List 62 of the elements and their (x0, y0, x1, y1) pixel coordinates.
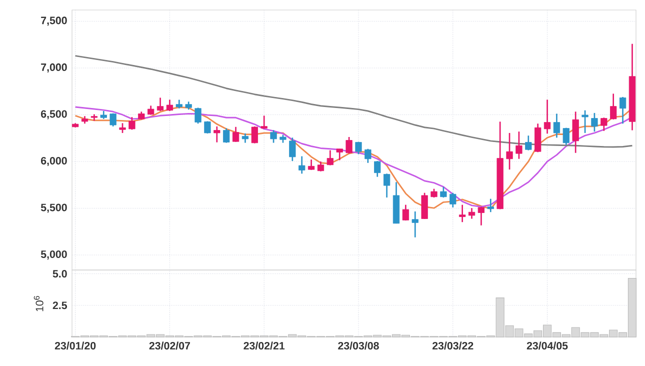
candlestick (232, 126, 240, 143)
candlestick (355, 141, 362, 155)
candlestick (156, 97, 164, 112)
candlestick (110, 112, 116, 128)
x-tick-label: 23/01/20 (54, 342, 96, 350)
candlestick (242, 132, 249, 144)
candlestick (204, 120, 211, 134)
candlestick (440, 186, 447, 198)
candlestick (128, 116, 136, 130)
candlestick (364, 148, 372, 164)
candlestick (619, 96, 626, 124)
candlestick (516, 130, 522, 160)
y-tick-label: 2.5 (52, 302, 67, 310)
candlestick (119, 122, 126, 134)
candlestick (412, 210, 418, 238)
candlestick (478, 206, 485, 226)
candlestick (610, 93, 617, 120)
y-tick-label: 5,500 (40, 204, 67, 213)
y-axis-title: 10$^{6}$ (34, 296, 44, 312)
candlestick (214, 126, 220, 143)
candlestick (450, 192, 456, 208)
candlestick (298, 156, 306, 174)
candlestick (166, 99, 174, 112)
candlestick (582, 110, 588, 134)
candlestick (308, 158, 315, 171)
candlestick (421, 192, 428, 220)
candlestick (553, 113, 560, 138)
x-tick-label: 23/03/08 (338, 342, 379, 350)
candlestick (525, 134, 532, 151)
candlestick (383, 172, 390, 198)
y-tick-label: 5.0 (52, 270, 67, 278)
candlestick (374, 160, 381, 178)
y-tick-label: 5,000 (40, 250, 67, 260)
candlestick (534, 122, 542, 153)
candlestick (346, 136, 352, 154)
candlestick (459, 204, 466, 223)
x-tick-label: 23/02/07 (149, 342, 190, 350)
y-tick-label: 6,000 (41, 156, 67, 166)
candlestick (562, 127, 570, 146)
candlestick (260, 115, 268, 130)
candlestick (336, 148, 343, 161)
candlestick (600, 116, 608, 132)
x-tick-label: 23/04/05 (526, 342, 568, 350)
candlestick (289, 136, 296, 162)
candlestick (506, 132, 513, 170)
y-tick-label: 7,500 (41, 16, 67, 26)
y-tick-label: 6,500 (41, 110, 67, 120)
candlestick (317, 160, 324, 172)
candlestick (487, 198, 494, 213)
y-tick-label: 7,000 (41, 63, 67, 73)
candlestick (194, 107, 202, 124)
candlestick (544, 99, 551, 134)
x-tick-label: 23/03/22 (432, 342, 474, 350)
candlestick (468, 207, 476, 220)
candlestick (326, 150, 334, 166)
candlestick (591, 112, 598, 132)
candlestick (251, 126, 258, 144)
candlestick (402, 204, 409, 222)
candlestick (270, 129, 277, 144)
candlestick (572, 110, 579, 154)
candlestick (223, 128, 230, 144)
x-tick-label: 23/02/21 (244, 342, 285, 350)
